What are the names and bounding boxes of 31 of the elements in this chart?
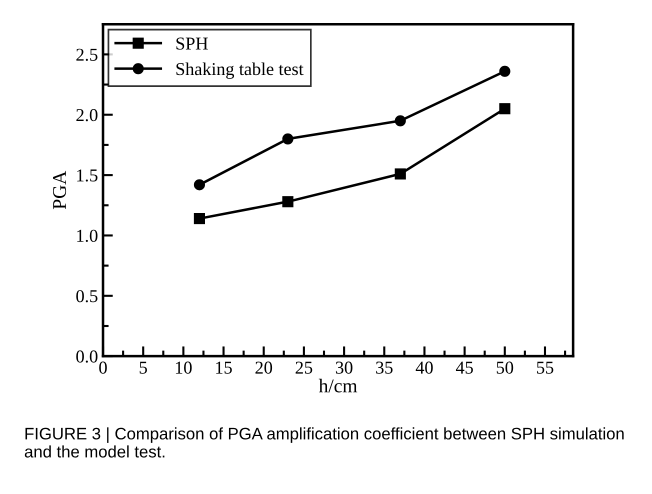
caption: FIGURE 3 | Comparison of PGA amplification coefficient between SPH simulation and the model test.: [24, 427, 624, 458]
x-tick-label: 45: [456, 362, 473, 374]
x-tick-label: 0: [99, 362, 107, 374]
x-tick-label: 40: [416, 362, 433, 374]
point: [499, 103, 510, 114]
legend-label: SPH: [176, 38, 208, 50]
x-tick-label: 10: [176, 362, 192, 374]
point: [394, 168, 406, 180]
y-tick-label: 2.0: [76, 109, 98, 122]
y-tick-label: 0.0: [76, 350, 98, 363]
x-tick-label: 50: [496, 362, 514, 374]
x-tick-label: 55: [537, 362, 554, 374]
x-tick-label: 35: [376, 362, 393, 374]
y-axis-title: PGA: [53, 170, 66, 210]
point: [394, 115, 406, 126]
x-tick-label: 5: [140, 362, 148, 374]
point: [282, 133, 294, 144]
x-tick-label: 30: [336, 362, 352, 374]
point: [282, 196, 294, 208]
x-tick-label: 15: [216, 362, 232, 374]
y-tick-label: 2.5: [76, 48, 98, 61]
x-tick-label: 20: [255, 362, 272, 374]
y-tick-label: 1.0: [77, 230, 98, 242]
y-tick-label: 1.5: [77, 169, 98, 182]
point: [499, 66, 510, 77]
x-axis-title: h/cm: [318, 378, 358, 392]
legend-label: Shaking table test: [176, 62, 304, 79]
y-tick-label: 0.5: [76, 290, 98, 302]
x-tick-label: 25: [296, 362, 312, 374]
point: [194, 179, 205, 190]
point: [194, 213, 205, 224]
